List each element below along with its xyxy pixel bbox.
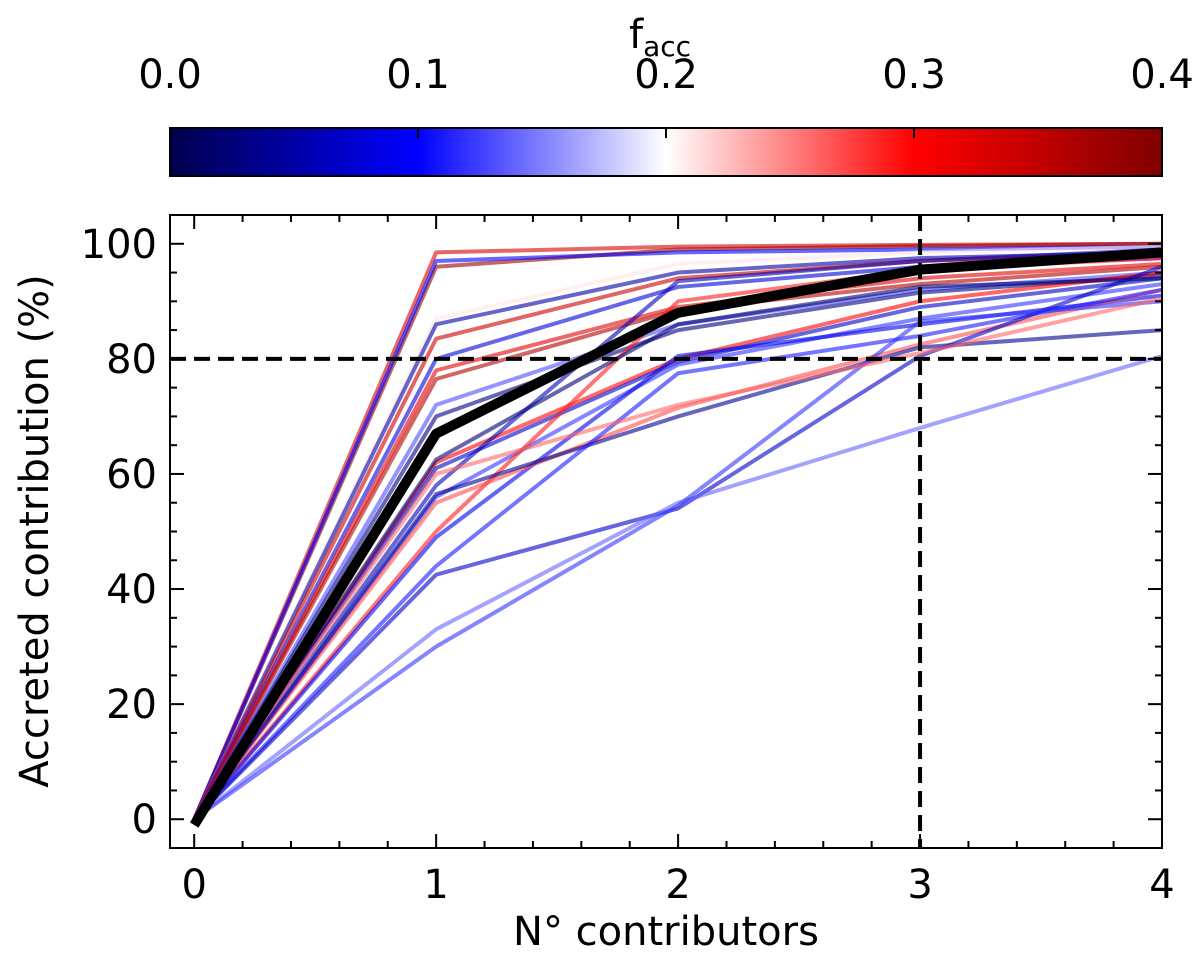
x-tick-label: 4 xyxy=(1149,862,1174,908)
y-tick-label: 20 xyxy=(106,682,157,728)
x-tick-label: 0 xyxy=(181,862,206,908)
y-tick-label: 0 xyxy=(132,797,157,843)
x-tick-label: 3 xyxy=(907,862,932,908)
series-line xyxy=(192,276,1162,821)
colorbar-label-main: f xyxy=(629,12,644,58)
x-tick-label: 2 xyxy=(665,862,690,908)
series-line xyxy=(192,273,1162,821)
series-line xyxy=(192,276,1162,821)
series-line xyxy=(192,354,1162,821)
y-tick-label: 100 xyxy=(81,222,157,268)
y-tick-label: 60 xyxy=(106,452,157,498)
series-line xyxy=(192,328,1162,821)
colorbar-tick-label: 0.3 xyxy=(882,52,946,98)
colorbar: facc 0.0 0.1 0.2 0.3 0.4 xyxy=(138,12,1194,177)
series-line xyxy=(192,250,1162,821)
colorbar-tick-label: 0.0 xyxy=(138,52,202,98)
series-line xyxy=(192,247,1162,821)
colorbar-tick-label: 0.4 xyxy=(1130,52,1194,98)
colorbar-label-sub: acc xyxy=(643,30,691,63)
median-line-group xyxy=(189,247,1162,828)
x-tick-label: 1 xyxy=(423,862,448,908)
series-line xyxy=(192,296,1162,821)
y-tick-label: 80 xyxy=(106,337,157,383)
series-line xyxy=(192,250,1162,821)
series-lines xyxy=(192,241,1162,821)
series-line xyxy=(192,287,1162,821)
x-axis-label: N° contributors xyxy=(513,909,819,955)
y-axis-label: Accreted contribution (%) xyxy=(12,274,58,788)
y-tick-label: 40 xyxy=(106,567,157,613)
colorbar-tick-label: 0.1 xyxy=(386,52,450,98)
reference-lines xyxy=(170,215,1162,848)
colorbar-label: facc xyxy=(629,12,691,63)
median-line xyxy=(189,247,1162,828)
colorbar-ticks: 0.0 0.1 0.2 0.3 0.4 xyxy=(138,52,1194,138)
series-line xyxy=(193,299,1162,821)
colorbar-tick-label: 0.2 xyxy=(634,52,698,98)
series-line xyxy=(192,264,1162,821)
series-line xyxy=(192,261,1162,821)
